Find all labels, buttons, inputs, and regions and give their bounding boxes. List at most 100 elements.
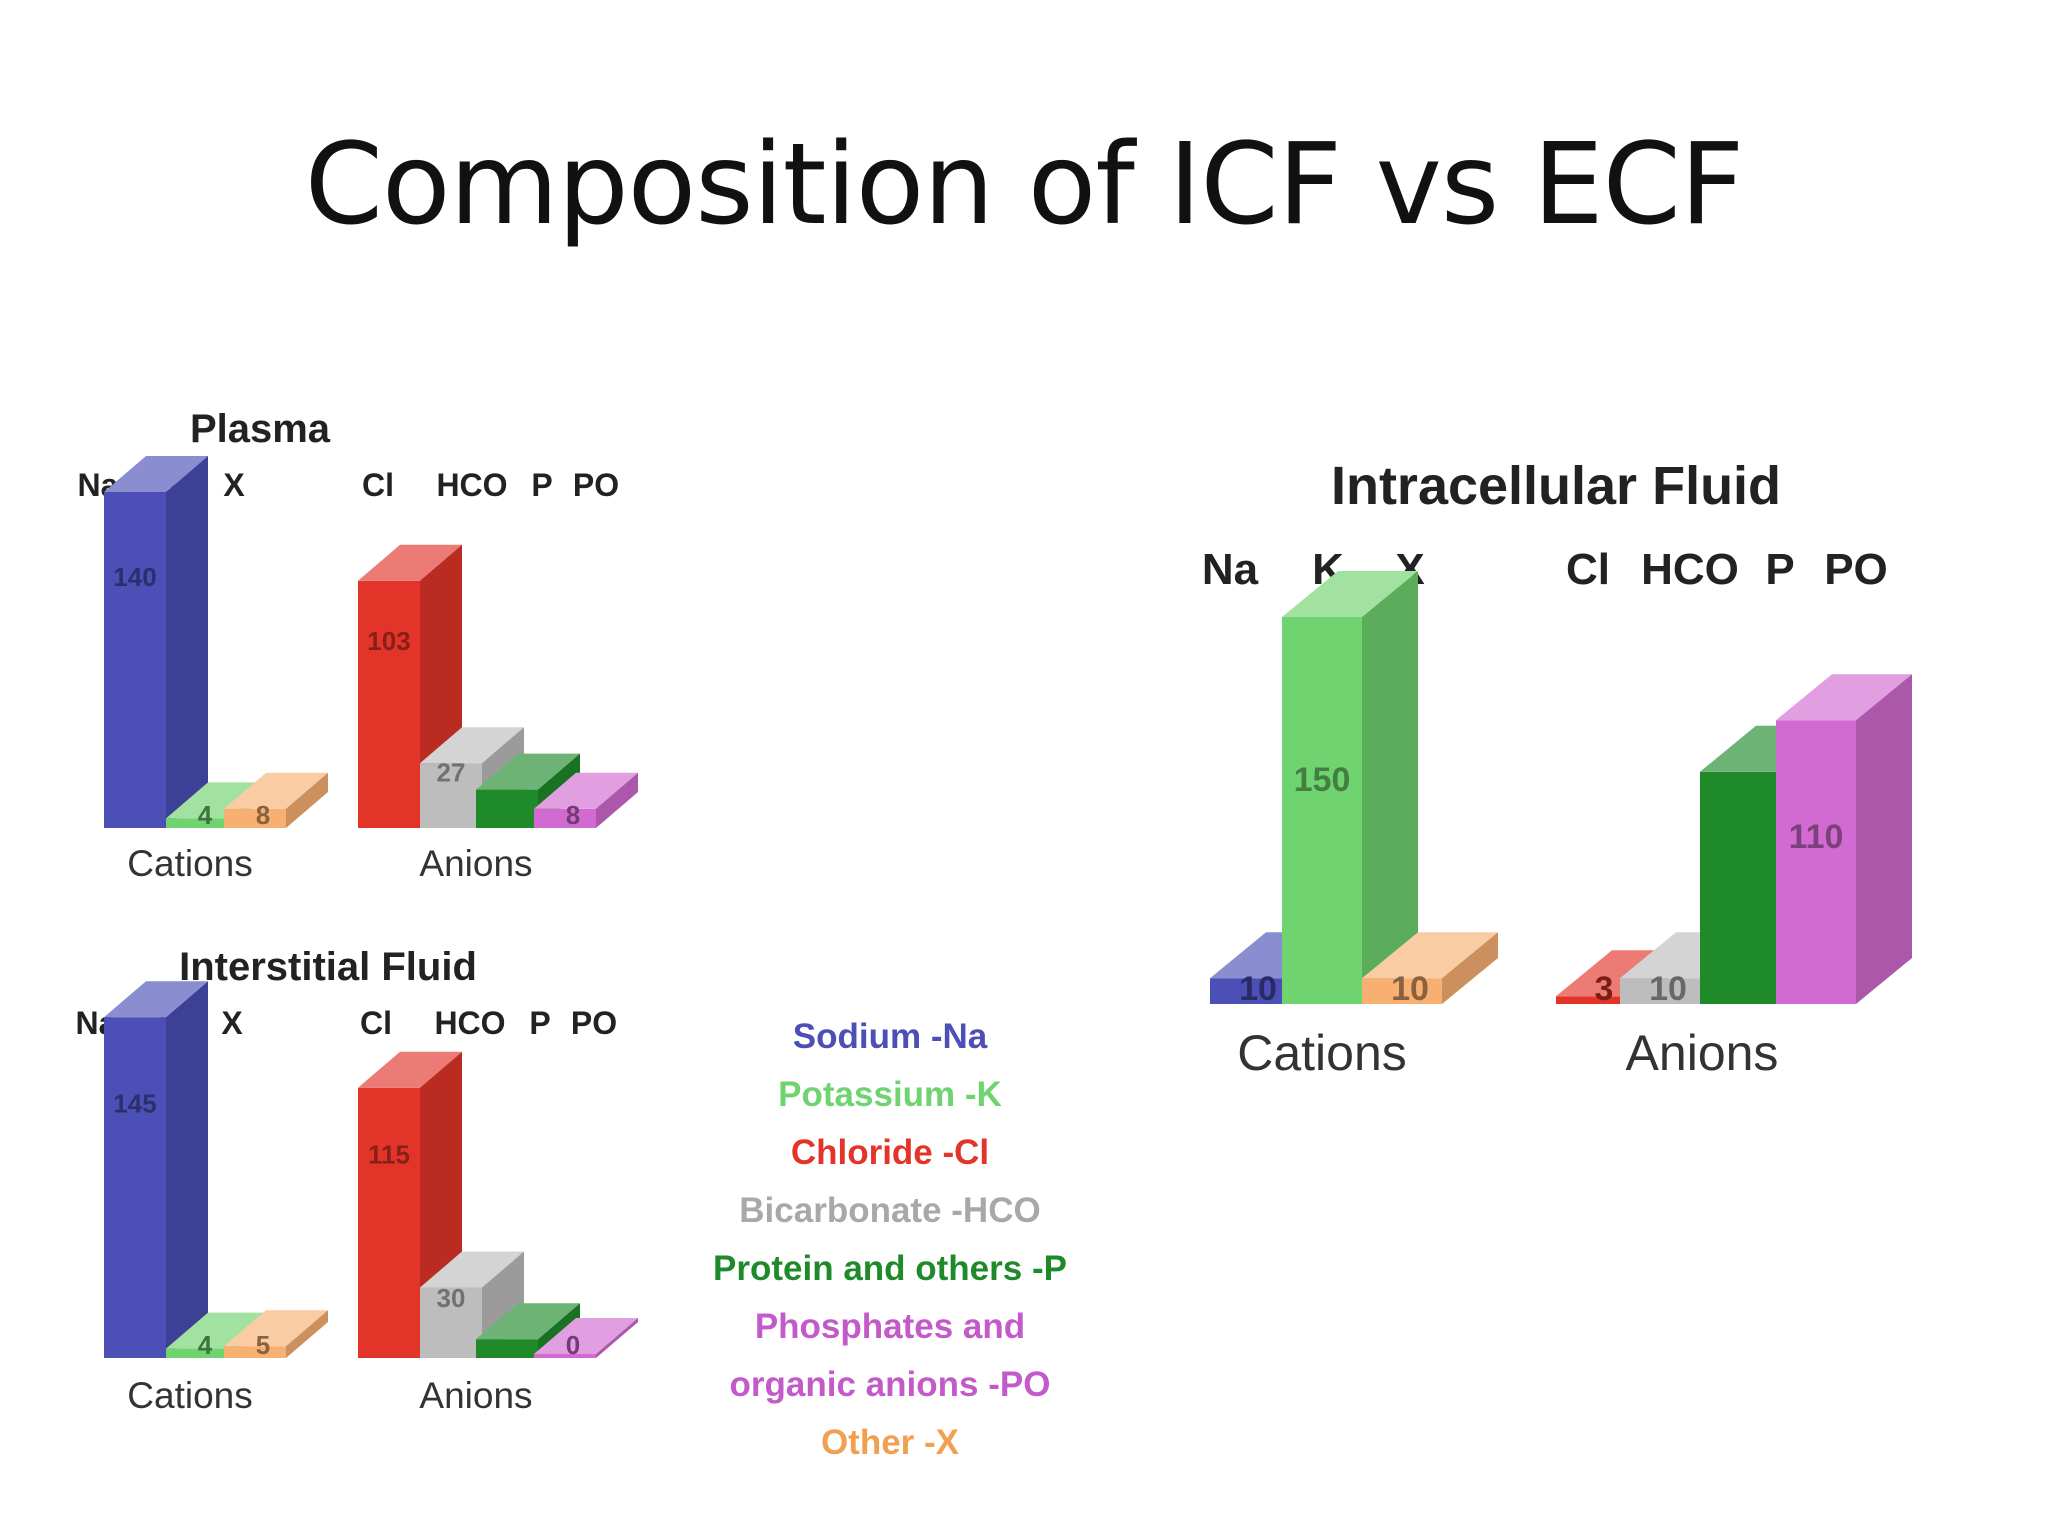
bar-po: [1776, 674, 1912, 1004]
bar-side-na: [166, 456, 208, 828]
group-label-anions: Anions: [419, 843, 532, 884]
bar-top-po: [1776, 674, 1912, 721]
bar-front-k: [1282, 617, 1362, 1004]
chart-title: Interstitial Fluid: [179, 945, 477, 989]
bar-front-po: [534, 1354, 596, 1358]
value-label-cl: 3: [1595, 970, 1614, 1008]
group-label-cations: Cations: [127, 843, 252, 884]
column-label-po: PO: [573, 467, 619, 503]
bar-front-x: [1362, 978, 1442, 1004]
column-label-hco: HCO: [436, 467, 507, 503]
column-label-hco: HCO: [1641, 545, 1739, 594]
bar-front-na: [104, 492, 166, 828]
value-label-x: 10: [1391, 970, 1429, 1008]
value-label-k: 4: [198, 800, 213, 830]
bar-top-x: [224, 1310, 328, 1347]
bar-front-na: [104, 1017, 166, 1358]
value-label-cl: 115: [368, 1139, 410, 1169]
bar-top-k: [166, 782, 270, 819]
bar-top-cl: [358, 1051, 462, 1088]
group-label-anions: Anions: [1626, 1025, 1779, 1081]
bar-front-hco: [1620, 978, 1700, 1004]
column-label-p: P: [1765, 545, 1794, 594]
chart-panel-0: PlasmaNaKXClHCOPPO14048Cations103278Anio…: [78, 407, 638, 884]
bar-top-po: [534, 1318, 638, 1354]
bar-front-p: [1700, 771, 1780, 1004]
value-label-x: 8: [256, 800, 270, 830]
bar-front-cl: [358, 580, 420, 828]
bar-side-k: [1362, 571, 1418, 1004]
bar-top-po: [534, 772, 638, 809]
column-label-x: X: [223, 467, 245, 503]
bar-front-k: [166, 1348, 228, 1358]
column-label-po: PO: [571, 1005, 617, 1041]
bar-top-hco: [420, 1251, 524, 1288]
value-label-hco: 30: [437, 1283, 466, 1313]
bar-x: [1362, 932, 1498, 1004]
legend-item: Sodium -Na: [792, 1017, 988, 1056]
bar-po: [534, 1318, 638, 1358]
bar-na: [104, 981, 208, 1358]
bar-top-k: [1282, 571, 1418, 617]
bar-x: [224, 1310, 328, 1358]
bar-top-cl: [358, 544, 462, 581]
slide-title: Composition of ICF vs ECF: [304, 120, 1745, 250]
value-label-k: 150: [1294, 761, 1351, 799]
column-label-x: X: [221, 1005, 243, 1041]
column-label-cl: Cl: [362, 467, 394, 503]
group-label-cations: Cations: [127, 1375, 252, 1416]
bar-side-na: [166, 981, 208, 1358]
legend-item: Other -X: [820, 1423, 960, 1462]
bar-front-x: [224, 1346, 286, 1358]
bar-top-hco: [420, 727, 524, 764]
column-label-po: PO: [1824, 545, 1888, 594]
bar-front-hco: [420, 1287, 482, 1358]
value-label-po: 8: [566, 800, 580, 830]
value-label-po: 0: [566, 1330, 580, 1360]
bar-front-hco: [420, 763, 482, 828]
bar-top-na: [104, 981, 208, 1018]
bar-k: [1282, 571, 1418, 1004]
bar-front-p: [476, 1339, 538, 1358]
bar-side-x: [1442, 932, 1498, 1004]
bar-front-na: [1210, 978, 1290, 1004]
chart-title: Intracellular Fluid: [1331, 456, 1781, 516]
bar-side-x: [286, 1310, 328, 1358]
bar-top-x: [224, 772, 328, 809]
bar-front-po: [534, 808, 596, 828]
column-label-na: Na: [1202, 545, 1259, 594]
value-label-po: 110: [1789, 818, 1844, 856]
value-label-na: 145: [113, 1089, 156, 1119]
bar-top-p: [476, 753, 580, 790]
value-label-hco: 27: [437, 757, 466, 787]
value-label-na: 10: [1239, 970, 1277, 1008]
legend-item: Bicarbonate -HCO: [739, 1191, 1041, 1230]
bar-po: [534, 772, 638, 828]
chart-title: Plasma: [190, 407, 331, 451]
value-label-cl: 103: [367, 626, 410, 656]
value-label-na: 140: [113, 562, 156, 592]
value-label-hco: 10: [1649, 970, 1687, 1008]
legend-item: Phosphates and: [754, 1307, 1026, 1346]
group-label-anions: Anions: [419, 1375, 532, 1416]
bar-top-p: [476, 1303, 580, 1340]
legend-item: Chloride -Cl: [790, 1133, 990, 1172]
column-label-hco: HCO: [434, 1005, 505, 1041]
column-label-cl: Cl: [1566, 545, 1610, 594]
bar-front-po: [1776, 720, 1856, 1004]
bar-na: [104, 456, 208, 828]
legend: Sodium -Na Potassium -K Chloride -Cl Bicarb…: [680, 1008, 1100, 1472]
bar-side-po: [596, 1318, 638, 1358]
bar-front-cl: [1556, 996, 1636, 1004]
value-label-k: 4: [198, 1330, 213, 1360]
chart-panel-1: Interstitial FluidNaKXClHCOPPO14545Catio…: [76, 945, 638, 1416]
bar-top-x: [1362, 932, 1498, 979]
bar-front-x: [224, 808, 286, 828]
bar-side-po: [1856, 674, 1912, 1004]
value-label-x: 5: [256, 1330, 270, 1360]
bar-x: [224, 772, 328, 828]
legend-item: organic anions -PO: [729, 1365, 1051, 1404]
group-label-cations: Cations: [1237, 1025, 1407, 1081]
